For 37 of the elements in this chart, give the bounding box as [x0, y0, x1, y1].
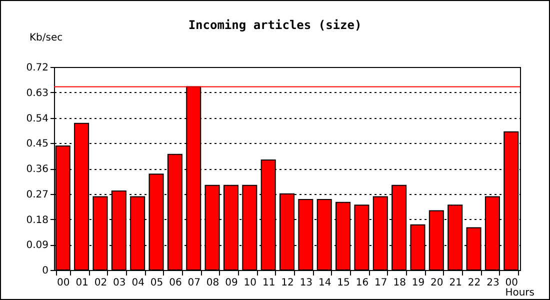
y-tick-label: 0.45 — [26, 138, 48, 150]
y-tick-label: 0.63 — [26, 88, 48, 99]
x-tick-label: 13 — [300, 278, 313, 288]
x-tick-label: 10 — [244, 278, 257, 288]
x-tick-label: 15 — [337, 278, 350, 288]
x-tick-label: 14 — [318, 278, 332, 288]
x-tick-label: 04 — [132, 278, 144, 288]
x-tick-label: 20 — [430, 278, 444, 288]
chart-title: Incoming articles (size) — [188, 18, 362, 32]
x-tick-label: 21 — [449, 278, 462, 288]
x-tick-label: 02 — [94, 278, 108, 288]
x-tick-label: 08 — [206, 278, 220, 288]
x-tick-label: 11 — [262, 278, 276, 288]
x-tick-label: 01 — [76, 278, 88, 288]
x-tick-label: 16 — [356, 278, 369, 288]
x-tick-label: 23 — [486, 278, 500, 288]
y-tick-label: 0.27 — [26, 189, 48, 200]
x-tick-label: 09 — [225, 278, 238, 288]
x-tick-label: 05 — [150, 278, 164, 288]
y-tick-label: 0 — [42, 266, 48, 276]
x-tick-label: 03 — [113, 278, 126, 288]
x-tick-label: 00 — [57, 278, 70, 288]
x-tick-label: 19 — [412, 278, 425, 288]
y-tick-label: 0.54 — [26, 113, 48, 124]
x-axis-title: Hours — [505, 288, 534, 298]
x-tick-label: 07 — [188, 278, 200, 288]
x-tick-label: 17 — [374, 278, 388, 288]
x-tick-label: 18 — [393, 278, 406, 288]
x-tick-label: 06 — [169, 278, 182, 288]
y-axis-title: Kb/sec — [30, 32, 63, 44]
y-tick-label: 0.36 — [26, 164, 48, 175]
y-tick-label: 0.18 — [26, 214, 48, 226]
x-tick-label: 00 — [505, 278, 518, 288]
y-tick-label: 0.09 — [26, 240, 48, 252]
x-tick-label: 22 — [468, 278, 481, 288]
y-tick-label: 0.72 — [26, 62, 48, 74]
x-tick-label: 12 — [281, 278, 294, 288]
